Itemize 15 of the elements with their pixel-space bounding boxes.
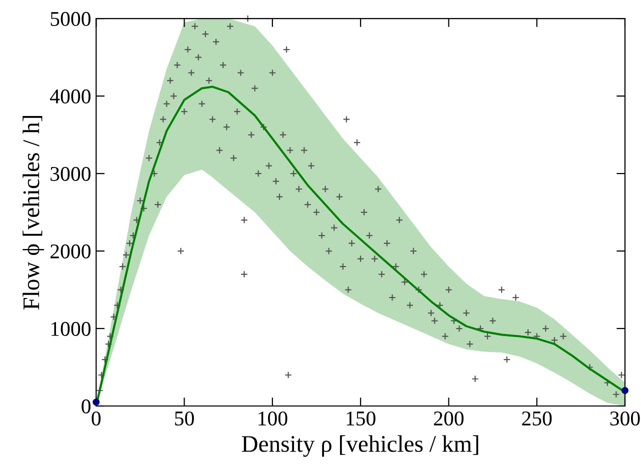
x-tick-label: 300	[610, 411, 640, 426]
x-tick-label: 200	[434, 411, 464, 426]
y-axis-title: Flow ϕ [vehicles / h]	[22, 116, 44, 310]
y-tick-label: 5000	[50, 12, 90, 26]
x-tick-label: 250	[522, 411, 552, 426]
y-tick-label: 1000	[51, 322, 90, 336]
y-tick-label: 0	[82, 399, 90, 414]
x-tick-label: 100	[258, 411, 288, 426]
x-tick-label: 50	[175, 411, 194, 426]
x-tick-label: 150	[346, 411, 376, 426]
y-tick-label: 2000	[50, 244, 90, 258]
x-tick-label: 0	[92, 411, 101, 426]
y-tick-label: 3000	[50, 166, 90, 181]
y-tick-label: 4000	[50, 89, 90, 104]
x-axis-title: Density ρ [vehicles / km]	[242, 435, 478, 457]
